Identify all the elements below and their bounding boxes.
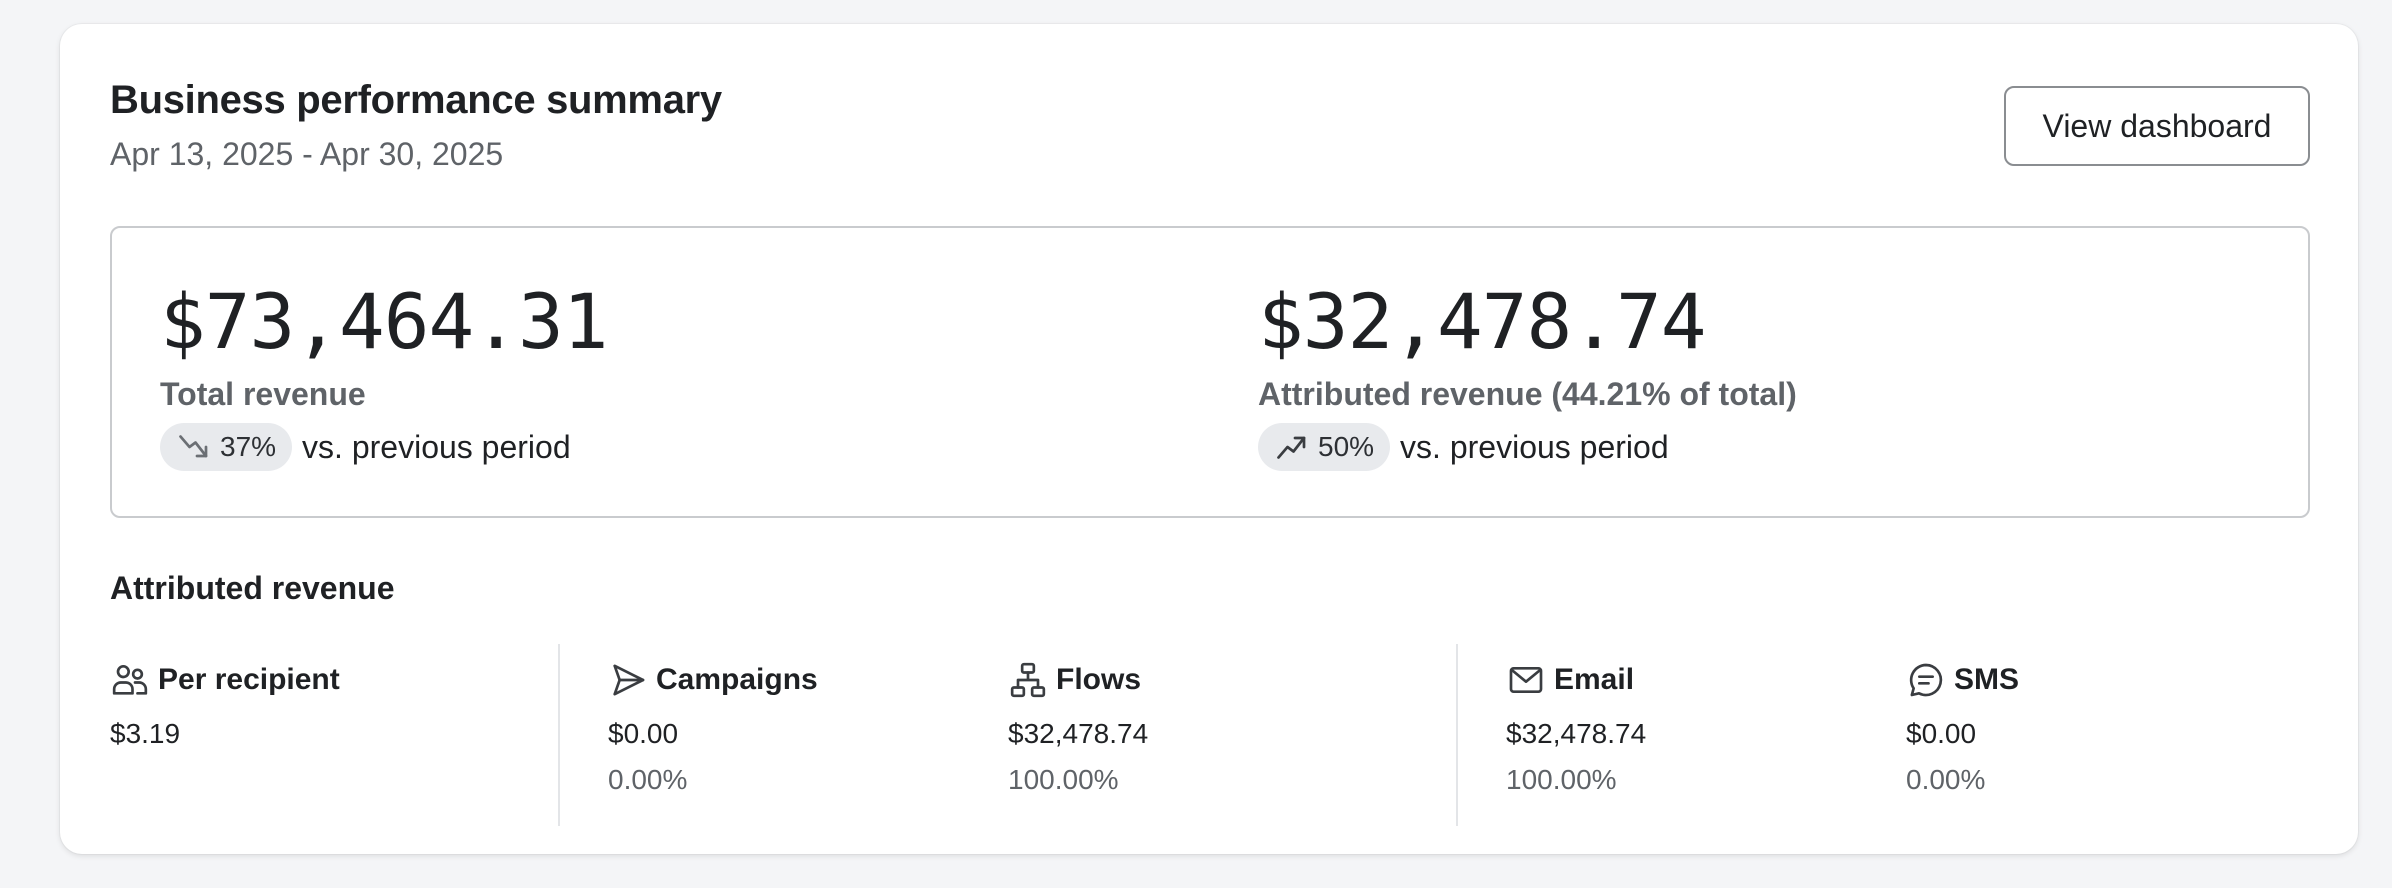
trend-down-icon: [179, 435, 208, 458]
stat-label: Campaigns: [656, 663, 818, 696]
stat-label: Per recipient: [158, 663, 340, 696]
change-badge: 37%: [160, 423, 293, 471]
change-value: 50%: [1318, 431, 1375, 462]
stat-per-recipient: Per recipient $3.19: [110, 660, 340, 750]
stat-percent: 100.00%: [1008, 764, 1119, 795]
attributed-revenue-section-title: Attributed revenue: [110, 570, 395, 606]
send-icon: [613, 664, 645, 696]
total-revenue-value: $73,464.31: [160, 277, 609, 366]
users-icon: [112, 664, 148, 695]
total-revenue-metric: $73,464.31 Total revenue 37% vs. previou…: [160, 277, 609, 471]
performance-summary-card: Business performance summary Apr 13, 202…: [60, 24, 2358, 854]
change-value: 37%: [220, 431, 277, 462]
stat-flows: Flows $32,478.74 100.00%: [1008, 660, 1148, 796]
stat-email: Email $32,478.74 100.00%: [1506, 660, 1646, 796]
stat-label: Email: [1554, 663, 1635, 696]
mail-icon: [1509, 667, 1543, 693]
change-suffix: vs. previous period: [1400, 428, 1669, 465]
stat-percent: 0.00%: [1906, 764, 1986, 795]
stat-percent: 100.00%: [1506, 764, 1617, 795]
stat-campaigns: Campaigns $0.00 0.00%: [608, 660, 818, 796]
stat-percent: 0.00%: [608, 764, 688, 795]
stat-amount: $0.00: [608, 718, 679, 749]
attributed-revenue-value: $32,478.74: [1258, 277, 1707, 366]
trend-up-icon: [1277, 436, 1306, 459]
total-revenue-label: Total revenue: [160, 376, 366, 412]
stat-sms: SMS $0.00 0.00%: [1906, 660, 2019, 796]
stat-amount: $3.19: [110, 718, 181, 749]
flow-icon: [1010, 662, 1046, 698]
stat-amount: $32,478.74: [1008, 718, 1149, 749]
divider: [558, 644, 560, 826]
stat-amount: $32,478.74: [1506, 718, 1647, 749]
view-dashboard-button[interactable]: View dashboard: [2004, 86, 2310, 166]
divider: [1456, 644, 1458, 826]
total-revenue-change: 37% vs. previous period: [160, 423, 608, 471]
stat-label: SMS: [1954, 663, 2020, 696]
date-range: Apr 13, 2025 - Apr 30, 2025: [110, 136, 504, 172]
stat-amount: $0.00: [1906, 718, 1977, 749]
page-title: Business performance summary: [110, 78, 722, 122]
revenue-summary-box: $73,464.31 Total revenue 37% vs. previou…: [110, 226, 2310, 518]
attributed-revenue-metric: $32,478.74 Attributed revenue (44.21% of…: [1258, 278, 1797, 471]
stat-label: Flows: [1056, 663, 1142, 696]
change-badge: 50%: [1258, 423, 1391, 471]
attributed-revenue-change: 50% vs. previous period: [1258, 423, 1797, 471]
attributed-revenue-label: Attributed revenue (44.21% of total): [1258, 376, 1797, 412]
change-suffix: vs. previous period: [302, 428, 571, 465]
message-icon: [1909, 663, 1943, 697]
